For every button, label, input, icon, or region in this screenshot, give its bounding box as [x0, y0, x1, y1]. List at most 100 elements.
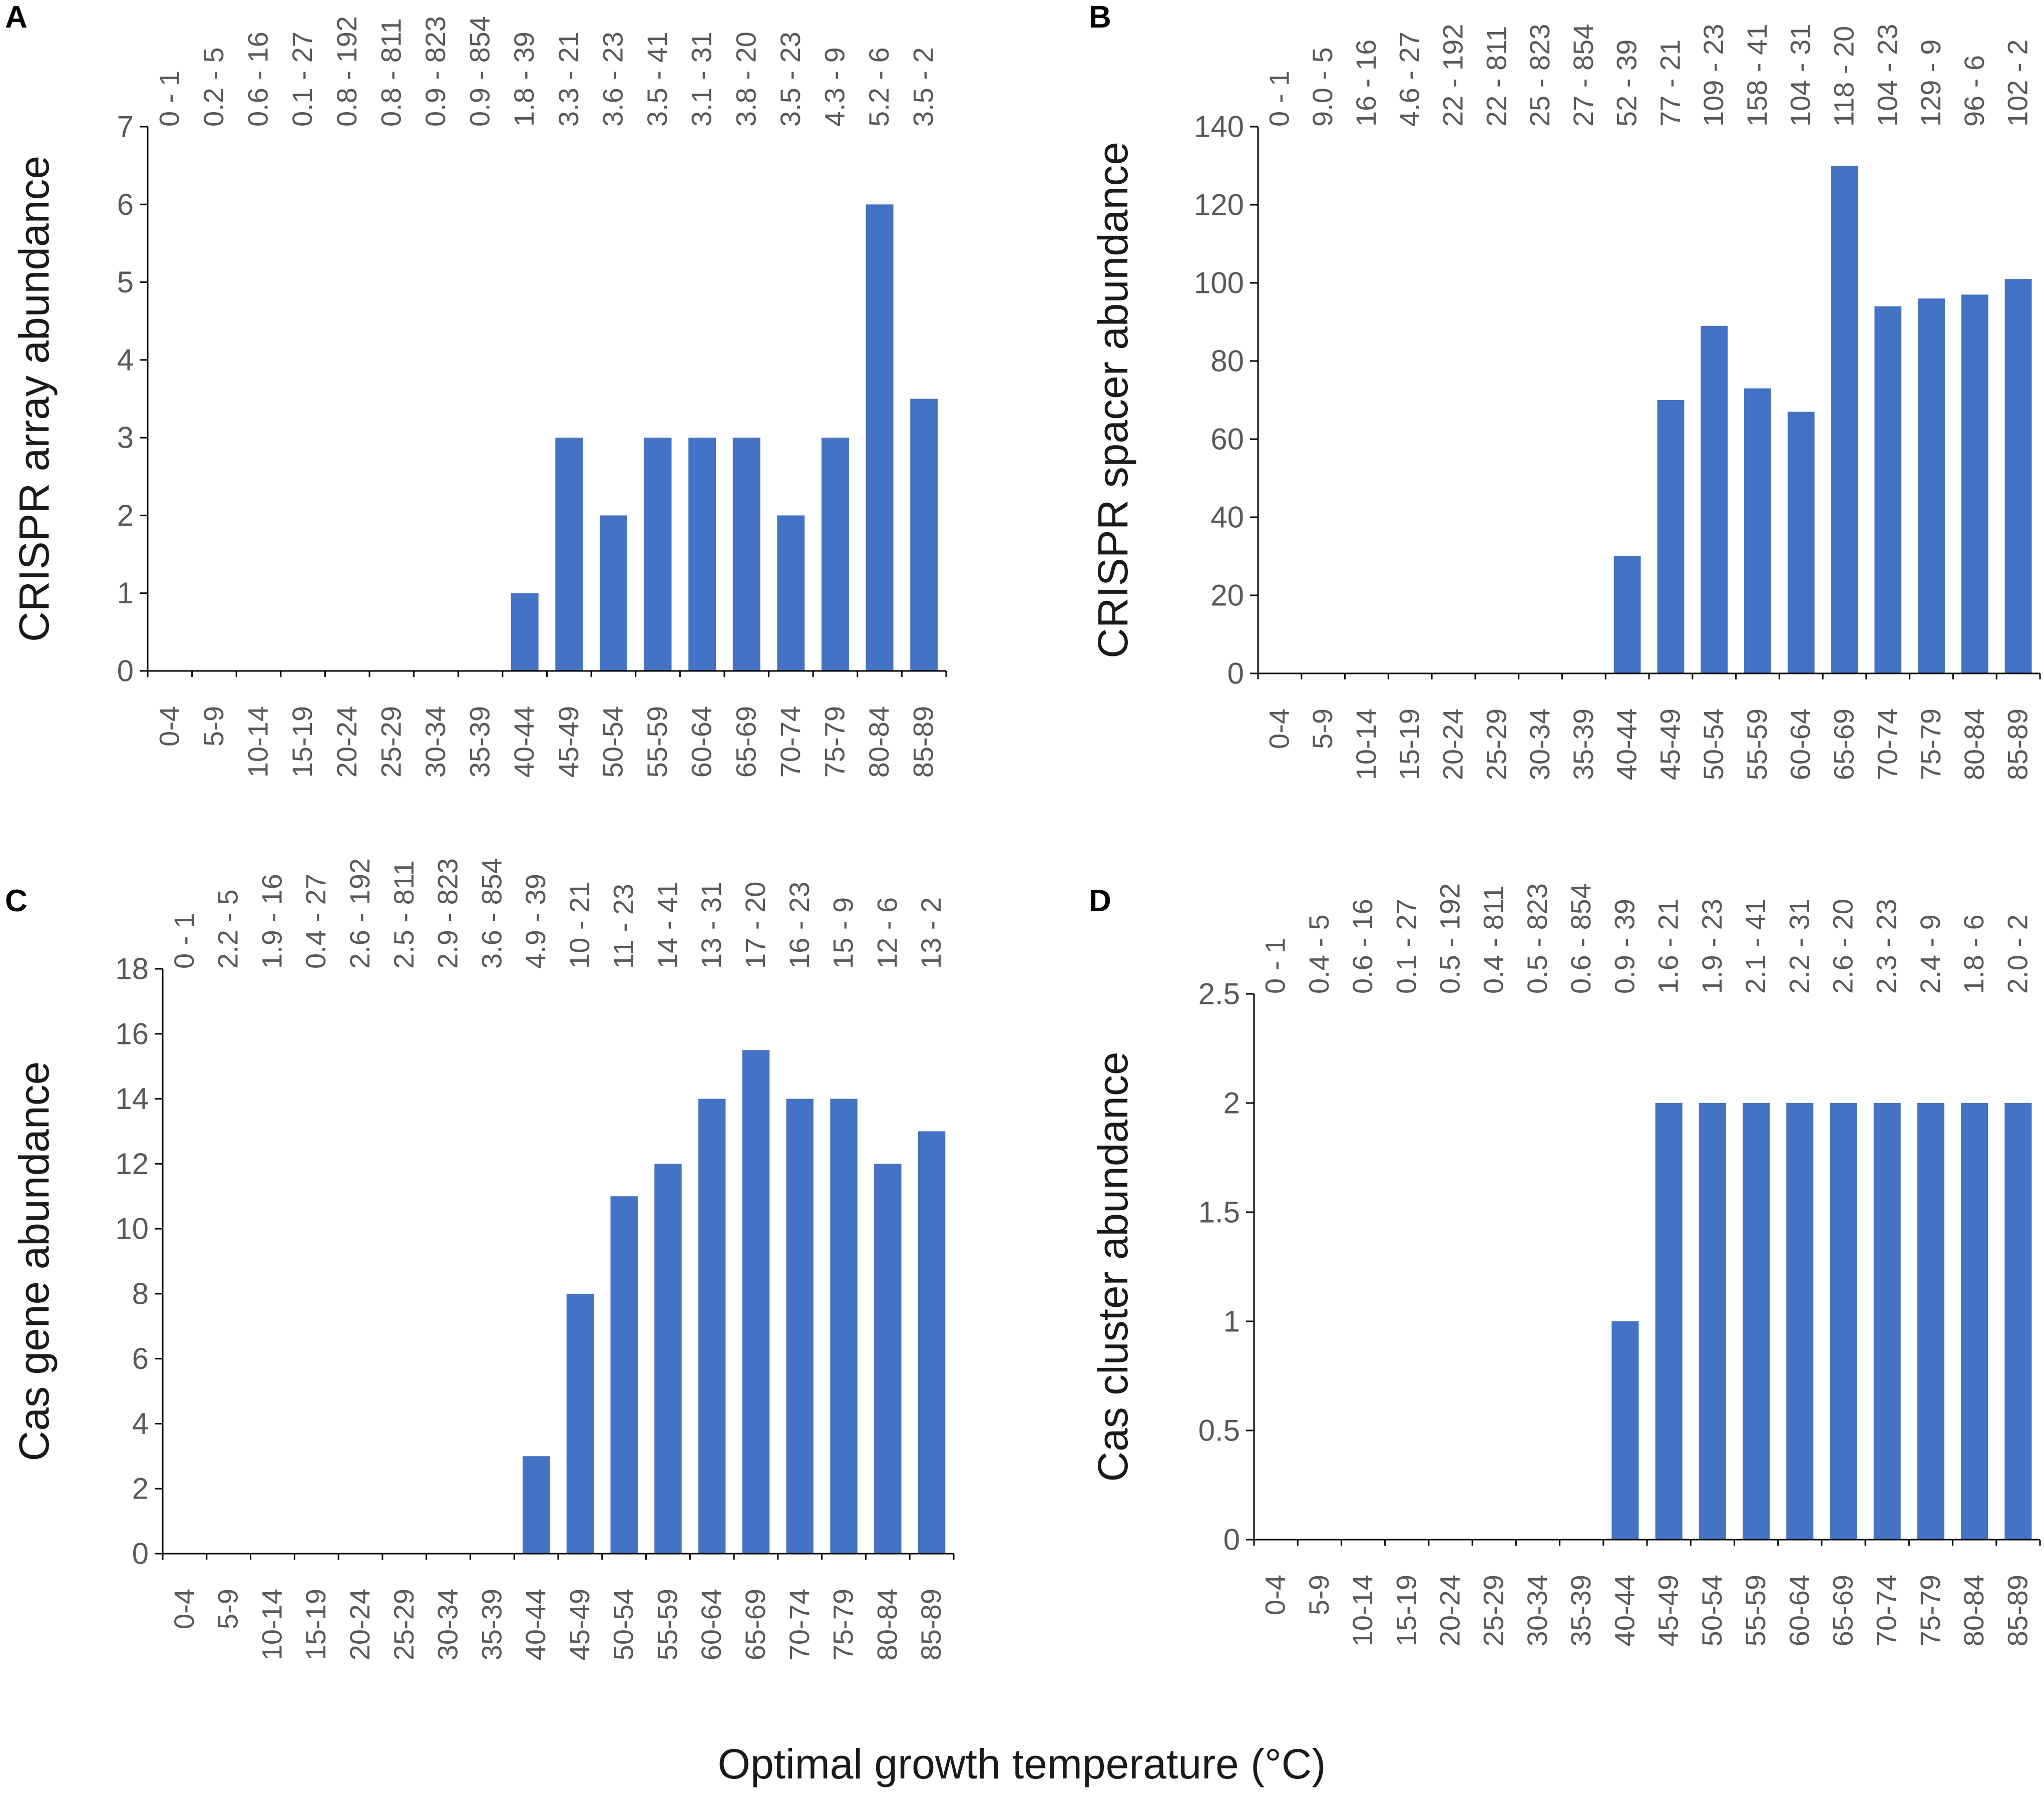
- bar-85-89: [2004, 1103, 2032, 1540]
- panel-b: B CRISPR spacer abundance 0 20 40 60 80 100 120 1…: [1089, 0, 2041, 780]
- y-tick-label: 0.5: [1198, 1414, 1240, 1448]
- y-tick-label: 3: [117, 421, 134, 455]
- top-annotation-label: 129 - 9: [1915, 40, 1946, 127]
- top-annotation-label: 2.5 - 811: [388, 860, 420, 969]
- bar-75-79: [822, 438, 849, 671]
- top-annotation-label: 1.8 - 6: [1958, 914, 1989, 994]
- x-tick-label: 0-4: [1260, 1575, 1291, 1615]
- x-tick-label: 70-74: [1871, 1575, 1902, 1646]
- x-tick-label: 50-54: [1698, 708, 1729, 780]
- x-tick-label: 55-59: [1741, 708, 1773, 780]
- x-tick-label: 45-49: [553, 706, 584, 778]
- x-tick-label: 20-24: [344, 1589, 375, 1660]
- y-tick-label: 0: [132, 1537, 149, 1571]
- x-tick-label: 10-14: [242, 706, 274, 778]
- y-tick-label: 6: [117, 188, 134, 221]
- panel-letter: D: [1089, 884, 1111, 918]
- y-tick-label: 20: [1210, 579, 1244, 612]
- top-annotation-label: 0.8 - 192: [331, 16, 362, 127]
- bar-55-59: [1744, 388, 1771, 673]
- top-annotation-label: 2.2 - 5: [212, 889, 244, 969]
- y-tick-label: 80: [1210, 344, 1244, 378]
- top-annotation-label: 14 - 41: [651, 882, 683, 969]
- y-tick-label: 4: [132, 1407, 149, 1440]
- top-annotation-label: 77 - 21: [1654, 40, 1686, 127]
- bar-75-79: [830, 1099, 858, 1554]
- top-annotation-label: 118 - 20: [1828, 26, 1860, 127]
- bar-65-69: [732, 438, 760, 671]
- bar-60-64: [698, 1099, 726, 1554]
- top-annotation-label: 0 - 1: [1263, 71, 1295, 127]
- top-annotation-label: 1.9 - 16: [256, 874, 287, 969]
- x-tick-label: 30-34: [1524, 708, 1555, 780]
- panel-a: A CRISPR array abundance 0 1 2 3 4 5 6 7 0-4 5-9 10-…: [5, 0, 947, 778]
- bar-50-54: [1699, 1103, 1726, 1540]
- y-tick-label: 18: [115, 952, 149, 986]
- top-annotation-label: 3.5 - 41: [641, 32, 673, 127]
- y-tick-label: 0: [117, 654, 134, 688]
- x-tick-label: 45-49: [1654, 708, 1686, 780]
- x-tick-label: 15-19: [1394, 708, 1425, 780]
- y-tick-label: 5: [117, 265, 134, 299]
- bar-40-44: [511, 593, 539, 671]
- x-tick-label: 50-54: [608, 1589, 639, 1660]
- y-tick-label: 6: [132, 1342, 149, 1375]
- y-tick-label: 7: [117, 110, 134, 144]
- x-tick-label: 45-49: [1653, 1575, 1684, 1646]
- top-annotation-label: 27 - 854: [1567, 24, 1599, 127]
- top-annotation-label: 3.8 - 20: [730, 32, 761, 127]
- top-annotation-label: 0 - 1: [168, 913, 200, 969]
- top-annotation-label: 0 - 1: [1260, 938, 1291, 994]
- top-annotation-label: 1.9 - 23: [1696, 899, 1728, 994]
- x-tick-label: 55-59: [651, 1589, 683, 1660]
- top-annotation-label: 2.9 - 823: [432, 858, 464, 969]
- top-annotation-label: 4.3 - 9: [819, 47, 850, 127]
- bar-70-74: [1874, 306, 1902, 673]
- top-annotation-label: 3.6 - 23: [597, 32, 628, 127]
- bar-45-49: [1655, 1103, 1683, 1540]
- x-tick-label: 65-69: [1827, 1575, 1859, 1646]
- x-tick-label: 75-79: [828, 1589, 859, 1660]
- bar-40-44: [1613, 556, 1641, 673]
- top-annotation-label: 0.6 - 16: [1347, 899, 1378, 994]
- top-annotation-label: 2.3 - 23: [1871, 899, 1902, 994]
- x-tick-label: 30-34: [1521, 1575, 1553, 1646]
- x-tick-label: 80-84: [871, 1589, 903, 1660]
- x-tick-label: 60-64: [1783, 1575, 1815, 1646]
- bar-60-64: [688, 438, 716, 671]
- top-annotation-label: 2.0 - 2: [2001, 914, 2033, 994]
- x-tick-label: 60-64: [686, 706, 717, 778]
- x-tick-label: 0-4: [153, 706, 185, 747]
- bar-50-54: [610, 1196, 638, 1554]
- y-tick-label: 2: [117, 499, 134, 532]
- panel-c: C Cas gene abundance 0 2 4 6 8 10 12 14 16 18 0-4 5-9…: [5, 858, 955, 1660]
- x-tick-label: 25-29: [388, 1589, 420, 1660]
- x-tick-label: 80-84: [1958, 708, 1990, 780]
- bar-60-64: [1787, 412, 1815, 673]
- bar-40-44: [522, 1456, 550, 1554]
- x-tick-label: 15-19: [1390, 1575, 1422, 1646]
- x-tick-label: 40-44: [1611, 708, 1643, 780]
- x-tick-label: 40-44: [1608, 1575, 1640, 1646]
- y-axis-title: CRISPR array abundance: [11, 156, 58, 642]
- x-tick-label: 70-74: [774, 706, 806, 778]
- bar-50-54: [599, 515, 627, 671]
- y-tick-label: 14: [115, 1082, 149, 1116]
- x-tick-label: 80-84: [1958, 1575, 1989, 1646]
- x-tick-label: 20-24: [331, 706, 362, 778]
- x-tick-label: 65-69: [730, 706, 761, 778]
- x-tick-label: 75-79: [1914, 1575, 1946, 1646]
- bar-60-64: [1786, 1103, 1814, 1540]
- y-tick-label: 1: [1223, 1305, 1240, 1338]
- y-tick-label: 100: [1194, 266, 1244, 300]
- top-annotation-label: 3.5 - 23: [774, 32, 806, 127]
- x-tick-label: 5-9: [198, 706, 229, 747]
- x-tick-label: 65-69: [1828, 708, 1860, 780]
- bar-75-79: [1918, 298, 1945, 673]
- bar-85-89: [2004, 279, 2032, 673]
- bar-80-84: [866, 204, 894, 671]
- bar-80-84: [874, 1164, 902, 1554]
- bar-70-74: [777, 515, 805, 671]
- y-axis-title: Cas cluster abundance: [1089, 1051, 1136, 1482]
- top-annotation-label: 4.9 - 39: [520, 874, 551, 969]
